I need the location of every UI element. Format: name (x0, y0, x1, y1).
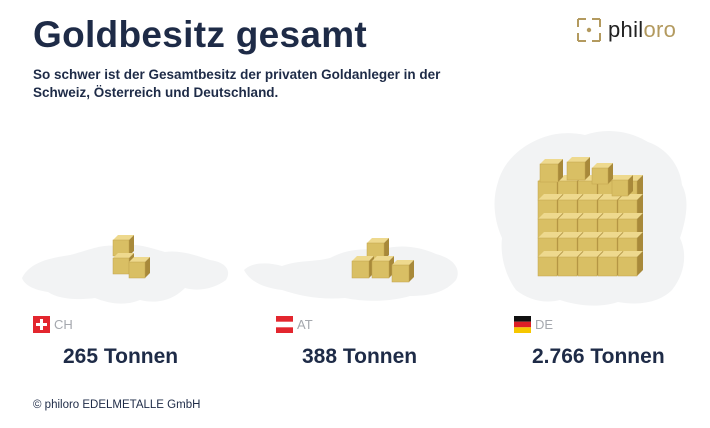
country-label-at: AT (276, 316, 313, 333)
gold-cubes-at (351, 238, 414, 283)
gold-cube (112, 235, 134, 257)
logo-text-main: phil (608, 17, 644, 42)
country-label-de: DE (514, 316, 553, 333)
value-label-de: 2.766 Tonnen (532, 345, 665, 368)
germany-flag-icon (514, 316, 531, 333)
country-label-ch: CH (33, 316, 73, 333)
gold-cube (617, 251, 643, 277)
gold-cube (366, 238, 389, 261)
value-label-at: 388 Tonnen (302, 345, 418, 368)
copyright: © philoro EDELMETALLE GmbH (33, 399, 201, 411)
logo-text-accent: oro (643, 17, 677, 42)
subtitle: So schwer ist der Gesamtbesitz der priva… (33, 67, 441, 100)
gold-cube (591, 163, 613, 185)
swiss-flag-icon (33, 316, 50, 333)
country-code-ch: CH (54, 317, 73, 332)
value-label-ch: 265 Tonnen (63, 345, 179, 368)
page-title: Goldbesitz gesamt (33, 14, 368, 55)
gold-cube (128, 257, 150, 279)
gold-cubes-ch (112, 235, 150, 279)
gold-cube (539, 159, 563, 183)
gold-cube (611, 175, 633, 197)
country-code-de: DE (535, 317, 554, 332)
gold-cubes-de (537, 157, 643, 277)
country-code-at: AT (297, 317, 313, 332)
philoro-bracket-icon (576, 17, 602, 43)
gold-cube (566, 157, 590, 181)
austria-flag-icon (276, 316, 293, 333)
map-austria (244, 246, 458, 301)
gold-cube (391, 260, 414, 283)
philoro-logo: philoro (576, 16, 676, 44)
gold-cube (371, 256, 394, 279)
gold-cube (351, 256, 374, 279)
